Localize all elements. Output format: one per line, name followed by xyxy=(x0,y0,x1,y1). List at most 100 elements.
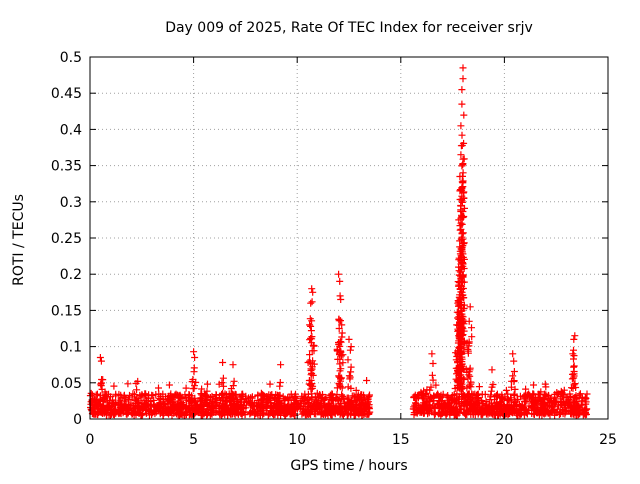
data-point xyxy=(551,398,559,406)
x-axis-label: GPS time / hours xyxy=(290,458,407,474)
data-point xyxy=(292,394,300,402)
data-point xyxy=(458,131,466,139)
data-point xyxy=(227,401,235,409)
data-point xyxy=(467,378,475,386)
data-point xyxy=(112,392,120,400)
data-point xyxy=(459,169,467,177)
y-tick-label: 0.35 xyxy=(51,159,82,175)
data-point xyxy=(459,183,467,191)
data-point xyxy=(211,395,219,403)
data-point xyxy=(491,396,498,404)
data-point xyxy=(536,405,544,413)
data-point xyxy=(425,401,433,409)
data-point xyxy=(310,410,318,418)
data-point xyxy=(460,327,468,335)
data-point xyxy=(510,368,518,375)
data-point xyxy=(245,399,253,407)
data-point xyxy=(277,399,285,407)
data-point xyxy=(466,364,474,372)
data-point xyxy=(198,385,206,393)
data-point xyxy=(308,285,316,293)
data-point xyxy=(310,342,318,350)
data-point xyxy=(90,394,98,402)
data-point xyxy=(337,365,345,373)
data-point xyxy=(291,393,299,401)
data-point xyxy=(266,401,274,409)
data-point xyxy=(297,404,305,412)
data-point xyxy=(472,394,480,402)
data-point xyxy=(241,411,249,419)
data-point xyxy=(467,407,474,415)
data-point xyxy=(336,277,344,285)
data-point xyxy=(191,354,199,361)
data-point xyxy=(453,411,461,419)
data-point xyxy=(472,404,480,412)
data-point xyxy=(312,405,319,413)
data-point xyxy=(347,406,355,414)
data-point xyxy=(431,403,439,411)
data-point xyxy=(459,331,467,339)
data-point xyxy=(428,394,435,402)
data-point xyxy=(163,409,171,417)
data-point xyxy=(441,399,449,407)
data-point xyxy=(460,265,468,272)
data-point xyxy=(539,400,547,408)
data-point xyxy=(459,316,467,324)
data-point xyxy=(458,213,466,221)
data-point xyxy=(137,393,145,401)
x-tick-label: 15 xyxy=(392,432,410,448)
data-point xyxy=(507,383,515,391)
data-point xyxy=(559,393,566,401)
data-point xyxy=(457,202,465,210)
data-point xyxy=(413,406,421,414)
data-point xyxy=(431,410,439,418)
data-point xyxy=(132,396,140,404)
data-point xyxy=(364,399,371,407)
data-point xyxy=(337,296,345,303)
data-point xyxy=(176,403,184,411)
data-point xyxy=(219,359,227,366)
data-point xyxy=(525,390,533,398)
data-point xyxy=(365,410,373,418)
data-point xyxy=(338,395,346,403)
y-tick-label: 0.2 xyxy=(60,267,82,283)
data-point xyxy=(415,391,423,399)
data-point xyxy=(238,396,245,404)
data-point xyxy=(309,371,317,379)
data-point xyxy=(104,402,112,410)
data-point xyxy=(279,405,287,413)
data-point xyxy=(101,407,109,415)
data-point xyxy=(266,410,274,418)
data-point xyxy=(354,403,362,411)
data-point xyxy=(413,395,421,403)
data-point xyxy=(332,402,340,410)
data-point xyxy=(511,385,519,393)
data-point xyxy=(105,390,112,398)
data-point xyxy=(428,350,436,358)
data-point xyxy=(206,406,214,414)
data-point xyxy=(571,380,579,388)
data-point xyxy=(462,411,470,419)
data-point xyxy=(494,410,502,418)
data-point xyxy=(479,400,487,408)
data-point xyxy=(168,411,176,419)
data-point xyxy=(100,394,108,401)
data-point xyxy=(459,294,467,302)
data-point xyxy=(217,407,225,415)
data-point xyxy=(439,401,447,409)
data-point xyxy=(248,393,256,401)
data-point xyxy=(583,390,591,398)
data-point xyxy=(483,407,491,415)
y-tick-label: 0.05 xyxy=(51,376,82,392)
data-point xyxy=(458,318,466,326)
data-point xyxy=(459,375,467,383)
data-point xyxy=(99,401,107,409)
data-point xyxy=(460,111,468,119)
data-point xyxy=(522,397,530,405)
data-point xyxy=(225,395,233,403)
data-point xyxy=(465,338,473,346)
data-point xyxy=(461,204,468,212)
data-point xyxy=(301,411,309,419)
data-point xyxy=(466,303,474,311)
data-point xyxy=(509,350,517,358)
